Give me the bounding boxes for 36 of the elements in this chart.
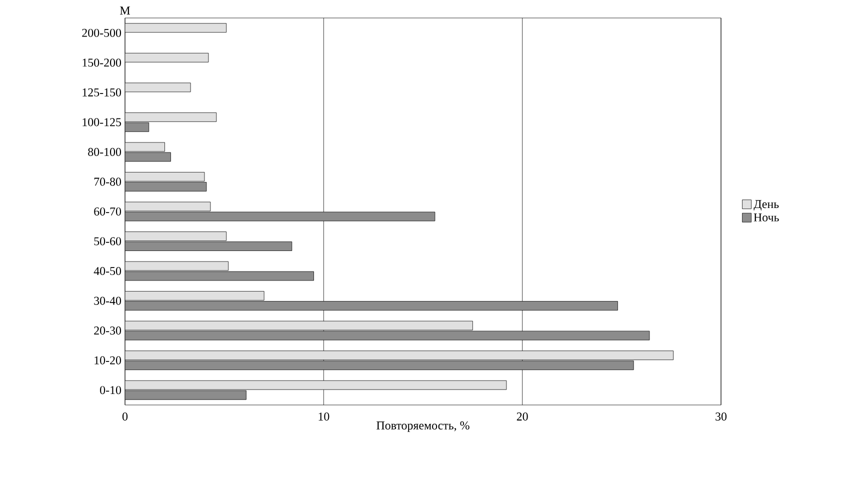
legend-label: День <box>754 200 779 211</box>
y-tick-label: 60-70 <box>94 207 122 216</box>
x-axis-title: Повторяемость, % <box>376 421 470 432</box>
y-tick-label: 20-30 <box>94 326 122 335</box>
y-tick-label: 50-60 <box>94 237 122 246</box>
y-tick-label: 10-20 <box>94 356 122 364</box>
bar <box>125 242 292 251</box>
x-tick-label: 0 <box>122 412 128 421</box>
bar <box>125 350 674 360</box>
legend-label: Ночь <box>754 213 779 222</box>
y-tick-label: 70-80 <box>94 178 122 186</box>
bar <box>125 232 227 241</box>
y-tick-label: 200-500 <box>82 28 122 37</box>
x-tick-label: 10 <box>318 412 330 421</box>
bar <box>125 182 207 192</box>
bar <box>125 291 264 300</box>
x-tick-label: 30 <box>716 412 727 421</box>
bar <box>125 380 507 390</box>
bar <box>125 122 150 132</box>
y-axis-title: М <box>120 6 130 14</box>
bar <box>125 112 217 122</box>
bar <box>125 172 205 182</box>
y-tick-label: 30-40 <box>94 296 122 305</box>
y-tick-label: 0-10 <box>100 386 122 394</box>
y-tick-label: 80-100 <box>88 148 122 156</box>
bar <box>125 52 209 62</box>
bar <box>125 390 246 400</box>
bar <box>125 301 618 310</box>
y-tick-label: 150-200 <box>82 58 122 67</box>
y-tick-label: 125-150 <box>82 88 122 96</box>
bar <box>125 23 227 33</box>
y-tick-label: 100-125 <box>82 118 122 126</box>
x-tick-label: 20 <box>516 412 528 421</box>
bar <box>125 82 191 92</box>
bar <box>125 360 634 370</box>
y-tick-label: 40-50 <box>94 266 122 276</box>
